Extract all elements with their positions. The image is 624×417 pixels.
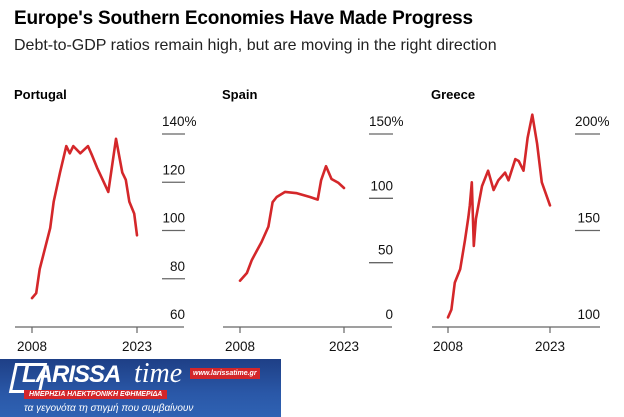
logo-time: time: [134, 359, 183, 389]
greece-panel-title: Greece: [431, 87, 475, 102]
spain-debt-line: [238, 164, 346, 282]
portugal-x-tick-label: 2023: [122, 339, 152, 354]
spain-y-tick-label: 50: [378, 243, 393, 258]
spain-panel-title: Spain: [222, 87, 257, 102]
greece-y-tick-label: 200%: [575, 114, 610, 129]
portugal-y-tick-label: 100: [162, 211, 185, 226]
portugal-panel-title: Portugal: [14, 87, 67, 102]
chart-subtitle: Debt-to-GDP ratios remain high, but are …: [14, 37, 497, 54]
spain-x-tick-label: 2008: [225, 339, 255, 354]
portugal-y-tick-label: 140%: [162, 114, 197, 129]
spain-y-tick-label: 0: [385, 307, 393, 322]
spain-y-tick-label: 150%: [369, 114, 404, 129]
portugal-y-tick-label: 60: [170, 307, 185, 322]
chart-title: Europe's Southern Economies Have Made Pr…: [14, 8, 473, 29]
greece-y-tick-label: 150: [577, 211, 600, 226]
logo-brand: LARISSA: [22, 361, 121, 388]
greece-debt-line: [446, 113, 552, 319]
greece-y-tick-label: 100: [577, 307, 600, 322]
portugal-y-tick-label: 80: [170, 259, 185, 274]
portugal-debt-line: [30, 137, 139, 300]
logo-strip: ΗΜΕΡΗΣΙΑ ΗΛΕΚΤΡΟΝΙΚΗ ΕΦΗΜΕΡΙΔΑ: [24, 390, 168, 399]
spain-y-tick-label: 100: [370, 178, 393, 193]
spain-x-tick-label: 2023: [329, 339, 359, 354]
portugal-y-tick-label: 120: [162, 162, 185, 177]
logo-tagline: τα γεγονότα τη στιγμή που συμβαίνουν: [24, 403, 194, 414]
greece-x-tick-label: 2008: [433, 339, 463, 354]
larissatime-logo: LARISSA time www.larissatime.gr ΗΜΕΡΗΣΙΑ…: [0, 359, 281, 417]
portugal-x-tick-label: 2008: [17, 339, 47, 354]
greece-x-tick-label: 2023: [535, 339, 565, 354]
logo-url: www.larissatime.gr: [190, 368, 260, 379]
